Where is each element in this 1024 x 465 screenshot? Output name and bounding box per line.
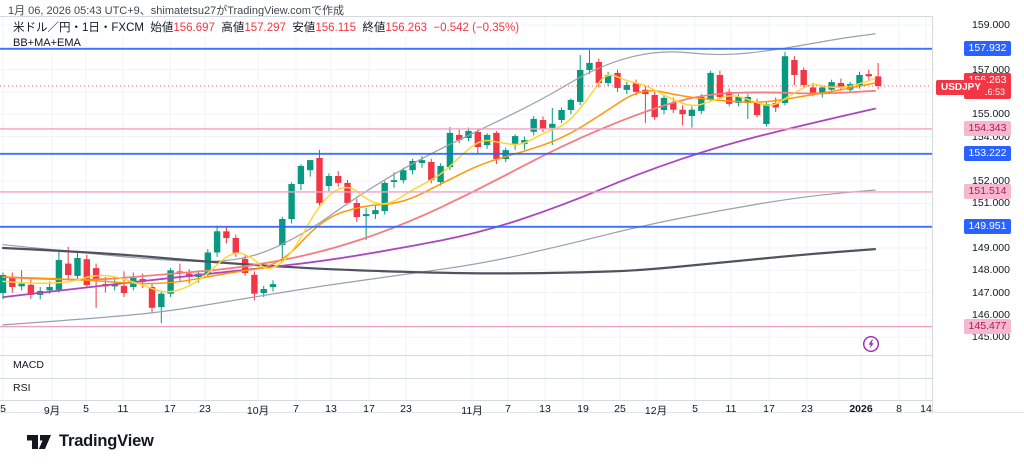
lightning-quick-action-button[interactable] xyxy=(861,334,881,354)
time-axis-label: 11 xyxy=(725,403,737,415)
time-axis-label: 23 xyxy=(801,403,813,415)
price-line-badge-blue[interactable]: 157.932 xyxy=(964,41,1011,57)
indicator-legend[interactable]: BB+MA+EMA xyxy=(13,37,81,49)
price-axis-label: 155.000 xyxy=(972,108,1010,121)
bar-countdown: 01:16:53 xyxy=(969,87,1006,97)
tradingview-logo-text: TradingView xyxy=(59,431,154,450)
time-axis-label: 17 xyxy=(363,403,375,415)
overlay-ema-orange xyxy=(2,82,876,285)
symbol-price-tag: USDJPY xyxy=(936,80,987,95)
time-axis-separator xyxy=(0,400,1024,401)
close-label: 終値 xyxy=(362,22,386,34)
time-axis-label: 7 xyxy=(293,403,299,415)
time-axis-label: 19 xyxy=(577,403,589,415)
macd-pane-label[interactable]: MACD xyxy=(13,359,44,371)
price-axis-label: 151.000 xyxy=(972,197,1010,210)
overlay-ma-purple xyxy=(2,107,876,298)
price-axis-label: 149.000 xyxy=(972,242,1010,254)
overlay-bb-lower xyxy=(2,189,876,326)
time-axis-label: 10月 xyxy=(246,405,270,417)
rsi-pane-label[interactable]: RSI xyxy=(13,382,31,394)
candlestick-canvas[interactable] xyxy=(0,16,932,400)
time-axis[interactable]: 5 9月 5 11 17 23 10月 7 13 17 23 11月 7 13 19 25 12月 5 11 17 23… xyxy=(0,400,932,417)
time-axis-label: 7 xyxy=(505,403,511,415)
time-axis-label: 23 xyxy=(400,403,412,415)
time-axis-label: 11月 xyxy=(461,405,483,417)
overlay-ema-yellow xyxy=(2,74,876,293)
lightning-icon xyxy=(862,335,880,353)
price-axis-label: 147.000 xyxy=(972,286,1010,299)
time-axis-label: 13 xyxy=(539,403,551,415)
tradingview-logo-icon xyxy=(27,435,51,449)
price-line-badge-pink[interactable]: 151.514 xyxy=(964,184,1011,200)
time-axis-label: 25 xyxy=(614,403,626,415)
close-value: 156.263 xyxy=(385,22,427,34)
price-axis[interactable]: 159.000 157.000 155.000 154.000 152.000 151.0… xyxy=(932,16,1024,412)
overlay-sma-200 xyxy=(1,246,877,275)
time-axis-label: 23 xyxy=(199,403,211,415)
pane-top-border xyxy=(0,16,1024,17)
price-axis-label: 146.000 xyxy=(972,308,1010,321)
symbol-title: 米ドル／円・1日・FXCM xyxy=(13,22,144,34)
chart-bottom-border xyxy=(0,412,1024,413)
price-axis-label: 145.000 xyxy=(972,331,1010,344)
time-axis-label: 17 xyxy=(164,403,176,415)
price-axis-label: 152.000 xyxy=(972,175,1010,188)
time-axis-label: 12月 xyxy=(644,405,668,417)
time-axis-label: 8 xyxy=(896,403,902,415)
overlay-ma-red xyxy=(2,89,876,281)
price-axis-label: 148.000 xyxy=(972,264,1010,277)
price-axis-label: 159.000 xyxy=(972,19,1010,31)
time-axis-label: 17 xyxy=(763,403,775,415)
high-label: 高値 xyxy=(221,22,245,34)
time-axis-label: 5 xyxy=(0,403,6,415)
time-axis-label: 2026 xyxy=(849,403,873,415)
open-value: 156.697 xyxy=(173,22,215,34)
price-line-badge-blue[interactable]: 149.951 xyxy=(964,219,1011,235)
time-axis-label: 11 xyxy=(117,403,129,415)
time-axis-label: 5 xyxy=(83,403,89,415)
high-value: 157.297 xyxy=(244,22,286,34)
time-axis-label: 13 xyxy=(325,403,337,415)
low-label: 安値 xyxy=(292,22,316,34)
change-value: −0.542 (−0.35%) xyxy=(433,22,520,34)
time-axis-label: 9月 xyxy=(43,405,61,417)
price-line-badge-blue[interactable]: 153.222 xyxy=(964,146,1011,162)
time-axis-label: 5 xyxy=(692,403,698,415)
rsi-pane-separator[interactable] xyxy=(0,378,1024,379)
open-label: 始値 xyxy=(150,22,174,34)
snapshot-attribution: 1月 06, 2026 05:43 UTC+9、shimatetsu27がTra… xyxy=(8,5,344,17)
ohlc-legend[interactable]: 米ドル／円・1日・FXCM 始値156.697 高値157.297 安値156.… xyxy=(13,21,524,36)
price-line-badge-pink[interactable]: 154.343 xyxy=(964,121,1011,137)
price-line-badge-pink[interactable]: 145.477 xyxy=(964,319,1011,335)
time-axis-label: 14 xyxy=(920,403,932,415)
low-value: 156.115 xyxy=(315,22,357,34)
tradingview-logo[interactable]: TradingView xyxy=(26,431,154,451)
macd-pane-separator[interactable] xyxy=(0,355,1024,356)
price-axis-label: 157.000 xyxy=(972,63,1010,76)
